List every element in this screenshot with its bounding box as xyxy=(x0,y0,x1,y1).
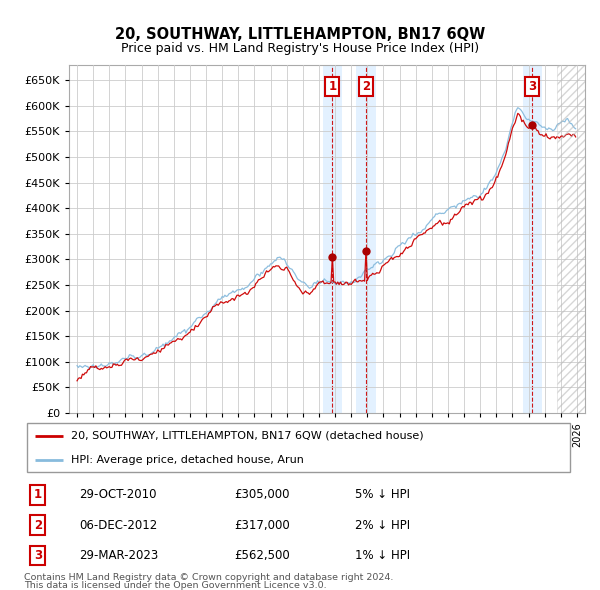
Text: £317,000: £317,000 xyxy=(234,519,290,532)
Text: 06-DEC-2012: 06-DEC-2012 xyxy=(79,519,157,532)
Text: 3: 3 xyxy=(529,80,536,93)
Text: 2: 2 xyxy=(362,80,370,93)
Text: 29-MAR-2023: 29-MAR-2023 xyxy=(79,549,158,562)
Text: 2% ↓ HPI: 2% ↓ HPI xyxy=(355,519,410,532)
Text: 20, SOUTHWAY, LITTLEHAMPTON, BN17 6QW: 20, SOUTHWAY, LITTLEHAMPTON, BN17 6QW xyxy=(115,27,485,41)
Text: 1: 1 xyxy=(34,489,42,502)
Text: 5% ↓ HPI: 5% ↓ HPI xyxy=(355,489,410,502)
Bar xyxy=(323,65,342,413)
Text: 1% ↓ HPI: 1% ↓ HPI xyxy=(355,549,410,562)
Text: Contains HM Land Registry data © Crown copyright and database right 2024.: Contains HM Land Registry data © Crown c… xyxy=(24,572,394,582)
Text: This data is licensed under the Open Government Licence v3.0.: This data is licensed under the Open Gov… xyxy=(24,581,326,590)
Text: 29-OCT-2010: 29-OCT-2010 xyxy=(79,489,157,502)
Text: 3: 3 xyxy=(34,549,42,562)
Text: 1: 1 xyxy=(328,80,337,93)
Text: HPI: Average price, detached house, Arun: HPI: Average price, detached house, Arun xyxy=(71,455,304,465)
Bar xyxy=(523,65,542,413)
Text: £562,500: £562,500 xyxy=(234,549,290,562)
Text: 2: 2 xyxy=(34,519,42,532)
Text: Price paid vs. HM Land Registry's House Price Index (HPI): Price paid vs. HM Land Registry's House … xyxy=(121,42,479,55)
FancyBboxPatch shape xyxy=(27,424,571,472)
Text: 20, SOUTHWAY, LITTLEHAMPTON, BN17 6QW (detached house): 20, SOUTHWAY, LITTLEHAMPTON, BN17 6QW (d… xyxy=(71,431,424,441)
Bar xyxy=(356,65,376,413)
Text: £305,000: £305,000 xyxy=(234,489,289,502)
